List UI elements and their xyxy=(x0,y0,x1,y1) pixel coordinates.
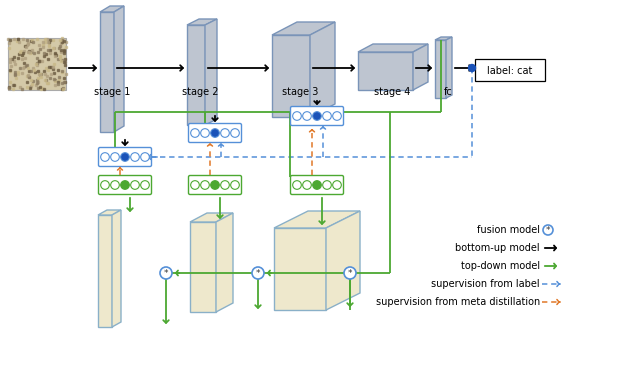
Polygon shape xyxy=(100,6,124,12)
Polygon shape xyxy=(413,44,428,90)
Circle shape xyxy=(230,181,239,189)
Polygon shape xyxy=(274,228,326,310)
Text: label: cat: label: cat xyxy=(487,66,532,75)
Circle shape xyxy=(111,153,119,161)
Circle shape xyxy=(292,112,301,120)
Circle shape xyxy=(141,181,149,189)
Polygon shape xyxy=(310,22,335,117)
Polygon shape xyxy=(187,25,205,125)
Polygon shape xyxy=(100,12,114,132)
Polygon shape xyxy=(272,22,335,35)
Polygon shape xyxy=(446,37,452,98)
Circle shape xyxy=(111,181,119,189)
Polygon shape xyxy=(326,211,360,310)
FancyBboxPatch shape xyxy=(189,176,241,194)
Circle shape xyxy=(323,112,332,120)
Polygon shape xyxy=(205,19,217,125)
Circle shape xyxy=(121,181,129,189)
Polygon shape xyxy=(358,44,428,52)
Circle shape xyxy=(191,181,199,189)
Circle shape xyxy=(201,181,209,189)
FancyBboxPatch shape xyxy=(99,147,152,166)
Text: *: * xyxy=(348,269,352,278)
Circle shape xyxy=(292,181,301,189)
Circle shape xyxy=(252,267,264,279)
Text: bottom-up model: bottom-up model xyxy=(456,243,540,253)
Text: stage 4: stage 4 xyxy=(374,87,410,97)
Polygon shape xyxy=(190,222,216,312)
Polygon shape xyxy=(114,6,124,132)
Circle shape xyxy=(333,181,341,189)
Text: stage 3: stage 3 xyxy=(282,87,318,97)
Circle shape xyxy=(333,112,341,120)
Circle shape xyxy=(303,181,311,189)
FancyBboxPatch shape xyxy=(291,107,344,125)
Polygon shape xyxy=(435,37,452,40)
Circle shape xyxy=(468,64,476,72)
FancyBboxPatch shape xyxy=(475,59,545,81)
Polygon shape xyxy=(190,213,233,222)
Circle shape xyxy=(100,181,109,189)
Text: stage 1: stage 1 xyxy=(94,87,130,97)
Circle shape xyxy=(100,153,109,161)
Circle shape xyxy=(230,129,239,137)
Circle shape xyxy=(303,112,311,120)
Circle shape xyxy=(131,153,140,161)
Circle shape xyxy=(201,129,209,137)
FancyBboxPatch shape xyxy=(291,176,344,194)
Polygon shape xyxy=(187,19,217,25)
Text: *: * xyxy=(546,226,550,235)
Text: stage 2: stage 2 xyxy=(182,87,218,97)
Polygon shape xyxy=(274,211,360,228)
Text: fc: fc xyxy=(444,87,452,97)
Text: *: * xyxy=(164,269,168,278)
FancyBboxPatch shape xyxy=(189,123,241,142)
Polygon shape xyxy=(98,215,112,327)
Polygon shape xyxy=(358,52,413,90)
Polygon shape xyxy=(216,213,233,312)
Polygon shape xyxy=(435,40,446,98)
Circle shape xyxy=(221,129,229,137)
Polygon shape xyxy=(98,210,121,215)
Text: supervision from meta distillation: supervision from meta distillation xyxy=(376,297,540,307)
Circle shape xyxy=(141,153,149,161)
Circle shape xyxy=(323,181,332,189)
FancyBboxPatch shape xyxy=(99,176,152,194)
FancyBboxPatch shape xyxy=(8,38,66,90)
Circle shape xyxy=(543,225,553,235)
Circle shape xyxy=(221,181,229,189)
Text: supervision from label: supervision from label xyxy=(431,279,540,289)
Circle shape xyxy=(160,267,172,279)
Polygon shape xyxy=(112,210,121,327)
Circle shape xyxy=(191,129,199,137)
Text: *: * xyxy=(256,269,260,278)
Text: fusion model: fusion model xyxy=(477,225,540,235)
Text: top-down model: top-down model xyxy=(461,261,540,271)
Circle shape xyxy=(344,267,356,279)
Circle shape xyxy=(121,153,129,161)
Circle shape xyxy=(211,129,220,137)
Circle shape xyxy=(313,181,321,189)
Polygon shape xyxy=(272,35,310,117)
Circle shape xyxy=(211,181,220,189)
Circle shape xyxy=(131,181,140,189)
Circle shape xyxy=(313,112,321,120)
